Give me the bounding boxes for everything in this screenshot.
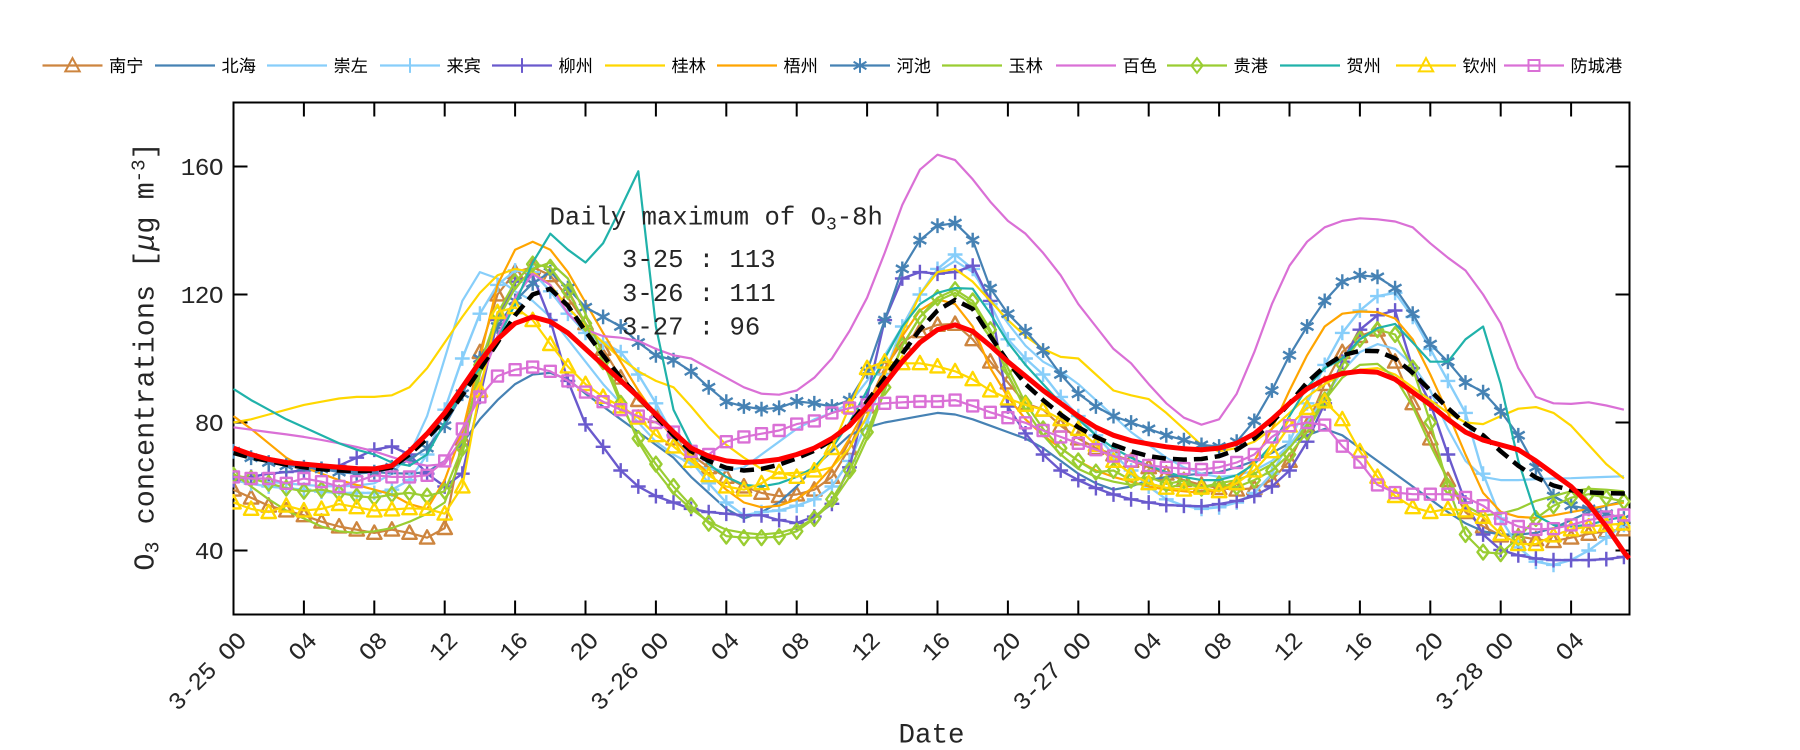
svg-text:O3 concentrations [μg m-3]: O3 concentrations [μg m-3] (129, 142, 166, 570)
svg-text:12O: 12O (181, 284, 223, 311)
svg-text:3-26 : 111: 3-26 : 111 (622, 280, 776, 309)
svg-text:3-25 : 113: 3-25 : 113 (622, 246, 776, 275)
svg-text:3-27 : 96: 3-27 : 96 (622, 314, 760, 343)
svg-text:4O: 4O (195, 540, 223, 567)
svg-text:Date: Date (898, 721, 964, 750)
svg-text:16O: 16O (181, 156, 223, 183)
svg-text:8O: 8O (195, 412, 223, 439)
